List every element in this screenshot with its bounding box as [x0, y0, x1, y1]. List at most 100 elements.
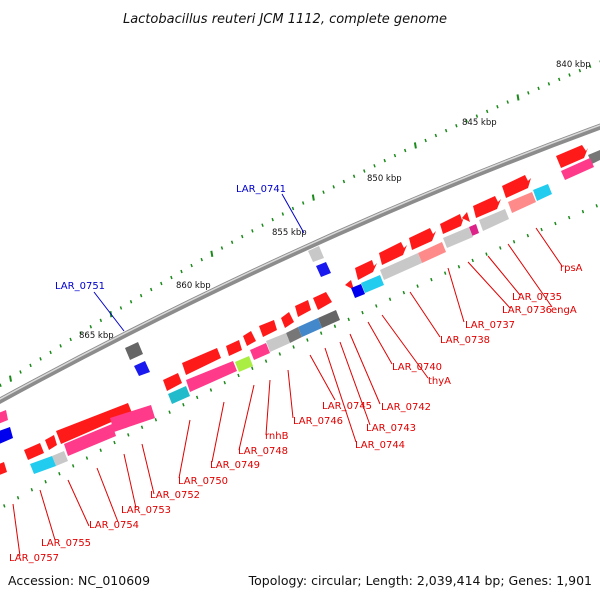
gene-label[interactable]: LAR_0750 — [178, 476, 228, 487]
gene-block[interactable] — [361, 275, 384, 293]
feature-marker[interactable] — [125, 342, 143, 360]
gene-block[interactable] — [318, 310, 340, 328]
gene-block[interactable] — [286, 327, 302, 343]
gene-block[interactable] — [533, 184, 552, 201]
tick-mark — [557, 77, 561, 82]
tick-mark — [595, 204, 598, 208]
gene-arrow[interactable] — [226, 340, 242, 356]
feature-marker[interactable] — [316, 262, 331, 277]
tick-mark — [119, 306, 123, 310]
gene-arrow[interactable] — [473, 196, 501, 218]
tick-mark — [512, 240, 516, 244]
tick-mark — [471, 258, 474, 263]
gene-block[interactable] — [298, 318, 322, 337]
gene-arrow[interactable] — [24, 443, 44, 460]
gene-label[interactable]: LAR_0735 — [512, 292, 562, 303]
gene-label[interactable]: LAR_0753 — [121, 505, 171, 516]
tick-mark — [99, 448, 102, 453]
gene-label[interactable]: LAR_0746 — [293, 416, 343, 427]
gene-arrow[interactable] — [345, 280, 354, 290]
tick-mark — [210, 250, 214, 257]
tick-mark — [588, 64, 592, 69]
genome-backbone — [0, 123, 600, 404]
gene-arrow[interactable] — [355, 260, 377, 280]
gene-arrow[interactable] — [45, 435, 57, 450]
gene-block[interactable] — [266, 333, 290, 352]
gene-block[interactable] — [380, 253, 422, 280]
tick-mark — [139, 293, 143, 298]
tick-mark — [209, 388, 213, 392]
gene-block[interactable] — [561, 158, 594, 180]
gene-arrow[interactable] — [56, 403, 132, 444]
gene-block[interactable] — [235, 356, 253, 372]
gene-block[interactable] — [469, 224, 479, 236]
tick-mark — [342, 179, 346, 184]
gene-label[interactable]: LAR_0751 — [55, 281, 105, 292]
gene-block[interactable] — [418, 242, 446, 263]
gene-block[interactable] — [508, 192, 536, 213]
gene-label[interactable]: LAR_0755 — [41, 538, 91, 549]
tick-mark — [499, 246, 502, 250]
gene-arrow[interactable] — [409, 228, 436, 250]
gene-block[interactable] — [351, 284, 365, 298]
gene-block[interactable] — [0, 427, 13, 444]
gene-block[interactable] — [64, 424, 116, 456]
gene-label[interactable]: LAR_0741 — [236, 184, 286, 195]
gene-label[interactable]: thyA — [428, 376, 451, 387]
gene-arrow[interactable] — [295, 300, 311, 317]
gene-label[interactable]: LAR_0736 — [502, 305, 552, 316]
gene-label[interactable]: LAR_0754 — [89, 520, 139, 531]
gene-label[interactable]: rnhB — [265, 431, 289, 442]
gene-block[interactable] — [110, 405, 155, 432]
gene-block[interactable] — [479, 209, 509, 231]
tick-mark — [44, 479, 47, 484]
gene-arrow[interactable] — [556, 145, 588, 168]
gene-label[interactable]: LAR_0745 — [322, 401, 372, 412]
gene-block[interactable] — [250, 343, 270, 360]
gene-arrow[interactable] — [0, 462, 7, 476]
gene-block[interactable] — [186, 361, 237, 392]
tick-mark — [230, 240, 234, 244]
gene-arrow[interactable] — [163, 373, 182, 391]
gene-label[interactable]: LAR_0737 — [465, 320, 515, 331]
gene-block[interactable] — [168, 386, 190, 404]
tick-mark — [0, 383, 2, 388]
gene-block[interactable] — [0, 410, 8, 424]
outer-features — [125, 246, 331, 376]
gene-arrow[interactable] — [379, 242, 407, 265]
gene-arrow[interactable] — [182, 348, 221, 375]
gene-block[interactable] — [443, 227, 473, 248]
tick-mark — [527, 91, 530, 95]
gene-label[interactable]: LAR_0742 — [381, 402, 431, 413]
gene-label[interactable]: engA — [551, 305, 577, 316]
gene-labels-blue: LAR_0741 LAR_0751 — [55, 184, 286, 292]
tick-mark — [291, 206, 295, 211]
gene-arrow[interactable] — [313, 292, 332, 310]
gene-label[interactable]: LAR_0744 — [355, 440, 405, 451]
gene-block[interactable] — [30, 456, 56, 474]
gene-arrow[interactable] — [502, 175, 531, 198]
gene-label[interactable]: LAR_0757 — [9, 553, 59, 564]
gene-label[interactable]: LAR_0749 — [210, 460, 260, 471]
feature-marker[interactable] — [134, 361, 150, 376]
accession-text: Accession: NC_010609 — [8, 573, 150, 588]
tick-mark — [160, 281, 163, 286]
gene-arrow[interactable] — [259, 320, 277, 337]
gene-arrow[interactable] — [440, 214, 464, 234]
gene-arrow[interactable] — [281, 312, 294, 328]
gene-label[interactable]: LAR_0748 — [238, 446, 288, 457]
gene-label[interactable]: LAR_0752 — [150, 490, 200, 501]
gene-label[interactable]: LAR_0740 — [392, 362, 442, 373]
gene-label[interactable]: LAR_0743 — [366, 423, 416, 434]
gene-label[interactable]: LAR_0738 — [440, 335, 490, 346]
tick-label-840: 840 kbp — [556, 60, 591, 70]
tick-mark — [200, 257, 203, 262]
gene-arrow[interactable] — [243, 331, 256, 346]
tick-mark — [526, 233, 530, 238]
gene-block[interactable] — [52, 451, 68, 466]
gene-label[interactable]: rpsA — [560, 263, 583, 274]
tick-mark — [554, 221, 557, 226]
feature-marker[interactable] — [308, 246, 324, 262]
tick-mark — [71, 464, 75, 468]
gene-arrow[interactable] — [462, 212, 470, 222]
